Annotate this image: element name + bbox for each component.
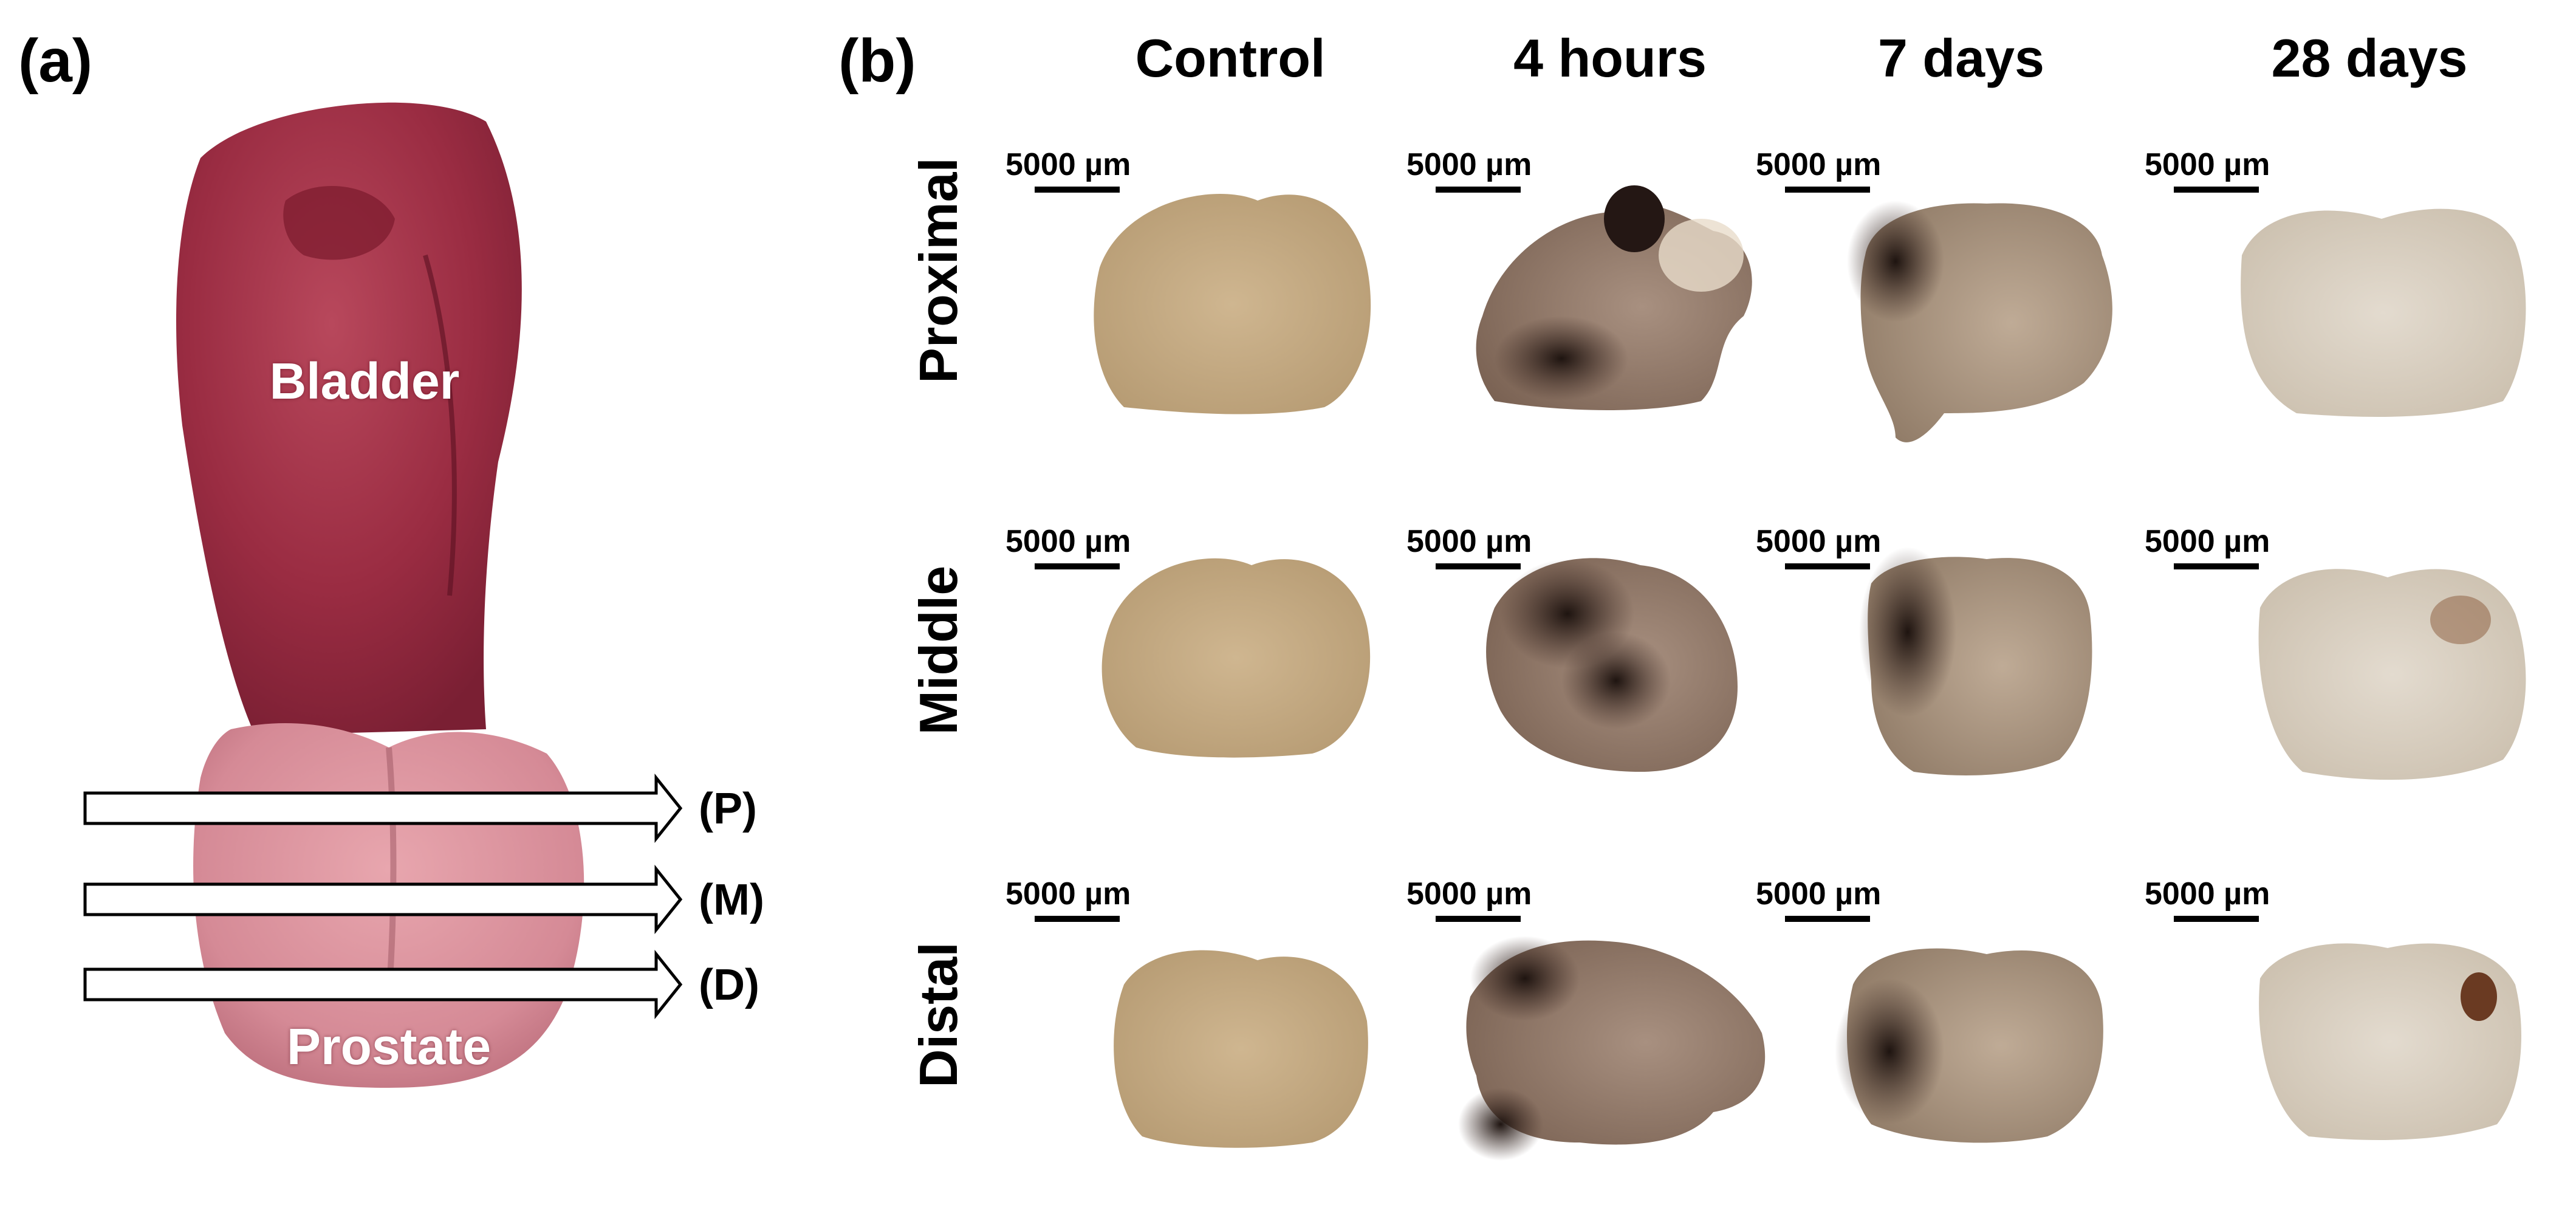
arrow-middle (83, 864, 683, 935)
scale-bar-line (1785, 563, 1870, 569)
column-title-4-hours: 4 hours (1513, 28, 1707, 88)
section-7d-middle (1859, 547, 2092, 775)
section-28d-proximal (2241, 208, 2526, 417)
column-title-control: Control (1135, 28, 1326, 88)
scale-bar-line (1035, 563, 1120, 569)
row-title-middle: Middle (908, 565, 968, 735)
scale-bar-label: 5000 µm (1406, 876, 1532, 912)
section-7d-proximal (1847, 201, 2112, 442)
scale-bar-label: 5000 µm (1756, 147, 1882, 182)
section-4h-proximal (1476, 185, 1752, 410)
scale-bar: 5000 µm (2145, 147, 2270, 193)
scale-bar: 5000 µm (2145, 524, 2270, 569)
section-7d-distal (1835, 948, 2103, 1143)
scale-bar: 5000 µm (1756, 147, 1882, 193)
scale-bar-label: 5000 µm (1406, 524, 1532, 559)
scale-bar-line (1436, 916, 1521, 922)
section-28d-distal (2259, 943, 2521, 1140)
scale-bar-line (2174, 187, 2259, 193)
scale-bar: 5000 µm (1406, 147, 1532, 193)
scale-bar-line (1035, 187, 1120, 193)
scale-bar-label: 5000 µm (1756, 524, 1882, 559)
scale-bar-label: 5000 µm (2145, 147, 2270, 182)
section-control-distal (1114, 950, 1368, 1148)
section-4h-middle (1486, 558, 1738, 772)
scale-bar: 5000 µm (1406, 876, 1532, 922)
arrow-proximal (83, 773, 683, 843)
scale-bar-label: 5000 µm (1406, 147, 1532, 182)
scale-bar-line (2174, 563, 2259, 569)
scale-bar: 5000 µm (1406, 524, 1532, 569)
scale-bar: 5000 µm (1005, 876, 1131, 922)
scale-bar-label: 5000 µm (1005, 524, 1131, 559)
scale-bar: 5000 µm (1005, 147, 1131, 193)
slice-arrows (83, 773, 683, 1020)
slice-label-distal: (D) (699, 961, 759, 1009)
panel-a-label: (a) (18, 27, 93, 95)
scale-bar-label: 5000 µm (1005, 147, 1131, 182)
prostate-label: Prostate (286, 1018, 492, 1075)
panel-b-label: (b) (838, 27, 916, 95)
scale-bar: 5000 µm (1005, 524, 1131, 569)
scale-bar-line (1436, 187, 1521, 193)
scale-bar-label: 5000 µm (1005, 876, 1131, 912)
bladder-prostate-photo (176, 102, 584, 1088)
scale-bar-label: 5000 µm (2145, 876, 2270, 912)
slice-label-middle: (M) (699, 876, 764, 924)
scale-bar-line (1035, 916, 1120, 922)
scale-bar: 5000 µm (2145, 876, 2270, 922)
row-title-proximal: Proximal (908, 157, 968, 383)
section-28d-middle (2258, 569, 2526, 780)
scale-bar-line (1785, 916, 1870, 922)
scale-bar-line (1436, 563, 1521, 569)
column-title-7-days: 7 days (1878, 28, 2044, 88)
scale-bar-line (1785, 187, 1870, 193)
arrow-distal (83, 949, 683, 1020)
row-title-distal: Distal (908, 942, 968, 1088)
section-control-middle (1101, 558, 1371, 758)
scale-bar-line (2174, 916, 2259, 922)
column-title-28-days: 28 days (2271, 28, 2468, 88)
scale-bar-label: 5000 µm (2145, 524, 2270, 559)
scale-bar-label: 5000 µm (1756, 876, 1882, 912)
bladder-label: Bladder (269, 352, 460, 410)
scale-bar: 5000 µm (1756, 876, 1882, 922)
scale-bar: 5000 µm (1756, 524, 1882, 569)
section-control-proximal (1094, 194, 1371, 414)
section-4h-distal (1458, 936, 1766, 1161)
slice-label-proximal: (P) (699, 785, 757, 833)
